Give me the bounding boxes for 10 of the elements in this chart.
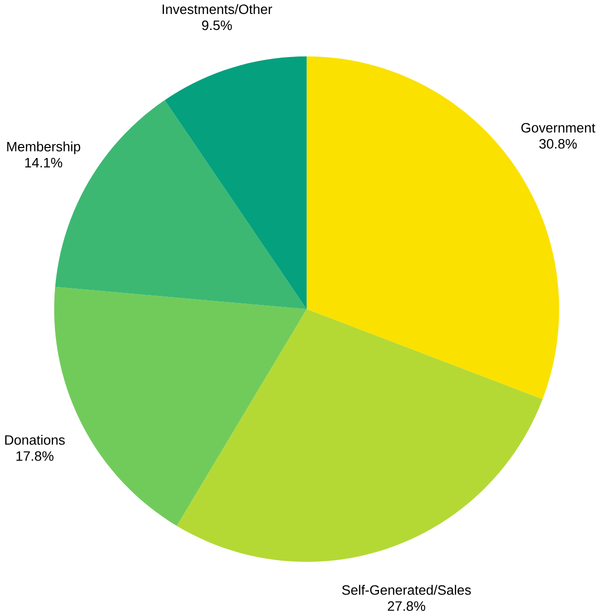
slice-label: Government [521, 122, 596, 133]
slice-label: Donations [5, 434, 65, 445]
data-label: 17.8% [16, 451, 54, 461]
slice-label: Membership [6, 141, 80, 154]
data-label: 27.8% [388, 601, 425, 611]
slice-label: Investments/Other [162, 4, 272, 14]
data-label: 30.8% [539, 139, 577, 149]
data-label: 9.5% [202, 20, 232, 30]
slice-label: Self-Generated/Sales [342, 584, 471, 595]
data-label: 14.1% [24, 158, 62, 168]
